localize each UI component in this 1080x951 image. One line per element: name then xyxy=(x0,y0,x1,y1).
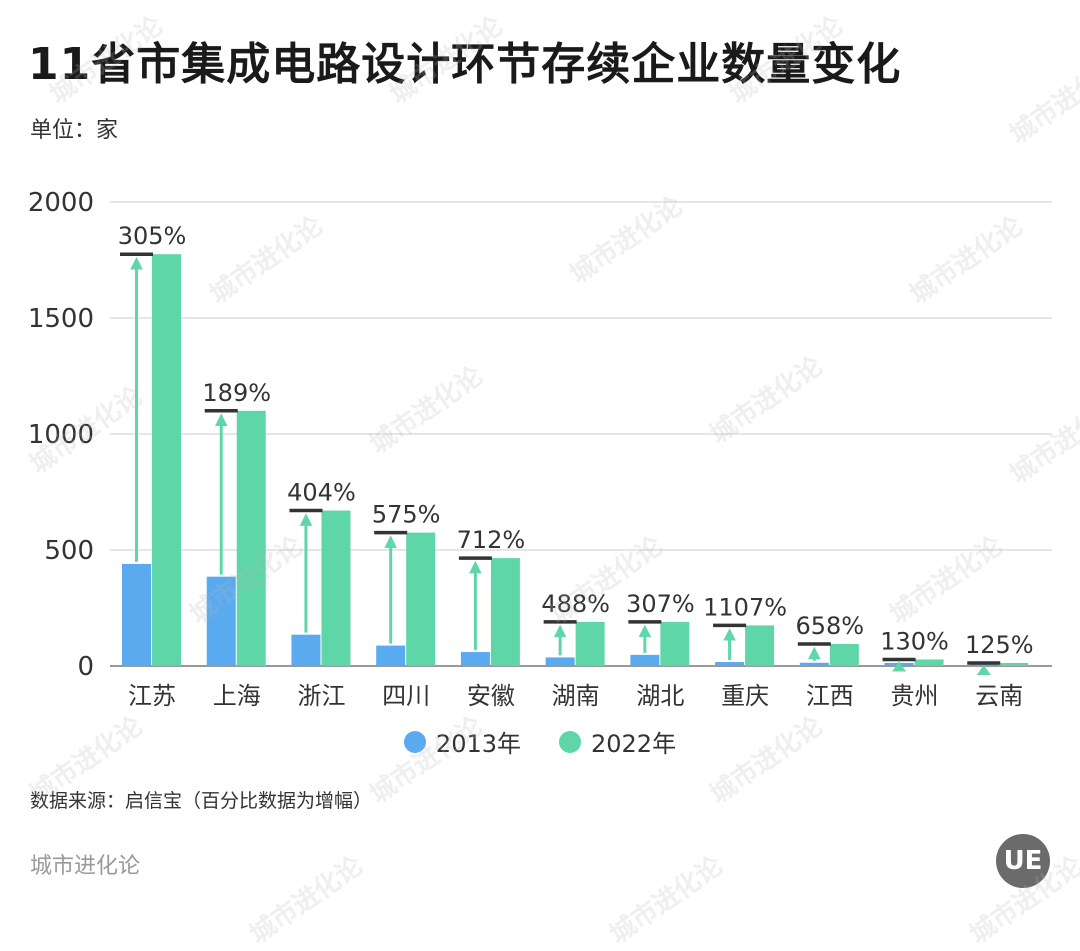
legend-dot-2022 xyxy=(559,730,581,753)
x-tick-label: 安徽 xyxy=(467,682,515,710)
growth-label: 189% xyxy=(202,379,271,407)
bar-chart: 0 500 1000 1500 2000 305% 江苏 189% 上海 404% 浙江 575% 四… xyxy=(28,188,1052,710)
x-tick-label: 云南 xyxy=(975,682,1023,710)
bar-2013 xyxy=(715,662,745,666)
legend-dot-2013 xyxy=(403,730,426,753)
y-tick-label: 500 xyxy=(44,536,94,566)
bar-2013 xyxy=(122,563,151,666)
growth-label: 305% xyxy=(118,222,187,250)
bar-2022 xyxy=(152,254,181,666)
bar-2022 xyxy=(490,558,520,666)
legend-item-2013: 2013年 xyxy=(403,724,521,759)
growth-label: 307% xyxy=(626,590,695,618)
y-tick-label: 0 xyxy=(77,652,94,682)
legend: 2013年 2022年 xyxy=(0,724,1080,759)
bar-2022 xyxy=(829,643,859,666)
x-tick-label: 上海 xyxy=(213,682,261,710)
watermark: 城市进化论 xyxy=(244,850,369,951)
legend-label-2013: 2013年 xyxy=(435,730,521,758)
bar-2022 xyxy=(575,621,605,666)
growth-label: 658% xyxy=(796,612,865,640)
x-tick-label: 四川 xyxy=(382,682,430,710)
bar-2013 xyxy=(206,576,236,666)
bar-2022 xyxy=(321,510,351,666)
bar-2022 xyxy=(236,410,266,666)
growth-label: 404% xyxy=(287,479,356,507)
x-tick-label: 湖北 xyxy=(636,682,684,710)
bar-2013 xyxy=(291,634,321,666)
y-tick-label: 1500 xyxy=(28,304,94,334)
growth-label: 130% xyxy=(880,628,949,656)
brand-logo-icon: UE xyxy=(996,834,1050,888)
bar-2013 xyxy=(545,657,575,666)
brand-name: 城市进化论 xyxy=(30,854,141,879)
bar-2022 xyxy=(999,662,1029,666)
growth-label: 712% xyxy=(457,526,526,554)
x-tick-label: 浙江 xyxy=(297,682,345,710)
x-tick-label: 重庆 xyxy=(721,682,769,710)
growth-label: 1107% xyxy=(703,593,787,621)
y-tick-label: 1000 xyxy=(28,420,94,450)
growth-label: 488% xyxy=(541,590,610,618)
y-tick-label: 2000 xyxy=(28,188,94,218)
growth-label: 575% xyxy=(372,501,441,529)
x-tick-label: 江苏 xyxy=(128,682,176,710)
unit-label: 单位：家 xyxy=(30,118,119,143)
bar-2022 xyxy=(745,625,775,666)
growth-arrow xyxy=(976,664,991,675)
bar-2013 xyxy=(376,645,406,666)
watermark: 城市进化论 xyxy=(604,850,729,951)
source-note: 数据来源：启信宝（百分比数据为增幅） xyxy=(30,790,373,812)
bar-2022 xyxy=(406,532,436,666)
growth-arrow xyxy=(892,661,907,672)
bar-2022 xyxy=(660,621,690,666)
x-tick-label: 湖南 xyxy=(552,682,600,710)
x-tick-label: 贵州 xyxy=(891,682,939,710)
bar-2013 xyxy=(460,652,490,666)
bar-2013 xyxy=(799,662,829,666)
chart-title: 11省市集成电路设计环节存续企业数量变化 xyxy=(28,39,902,90)
bar-2022 xyxy=(914,659,944,666)
legend-item-2022: 2022年 xyxy=(559,724,676,759)
legend-label-2022: 2022年 xyxy=(591,730,677,758)
x-tick-label: 江西 xyxy=(806,682,854,710)
growth-label: 125% xyxy=(965,631,1034,659)
bar-2013 xyxy=(630,654,660,666)
